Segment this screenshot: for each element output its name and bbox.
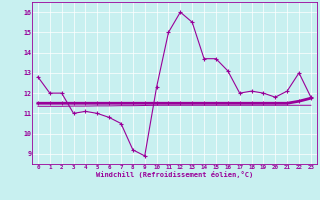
X-axis label: Windchill (Refroidissement éolien,°C): Windchill (Refroidissement éolien,°C) [96, 171, 253, 178]
